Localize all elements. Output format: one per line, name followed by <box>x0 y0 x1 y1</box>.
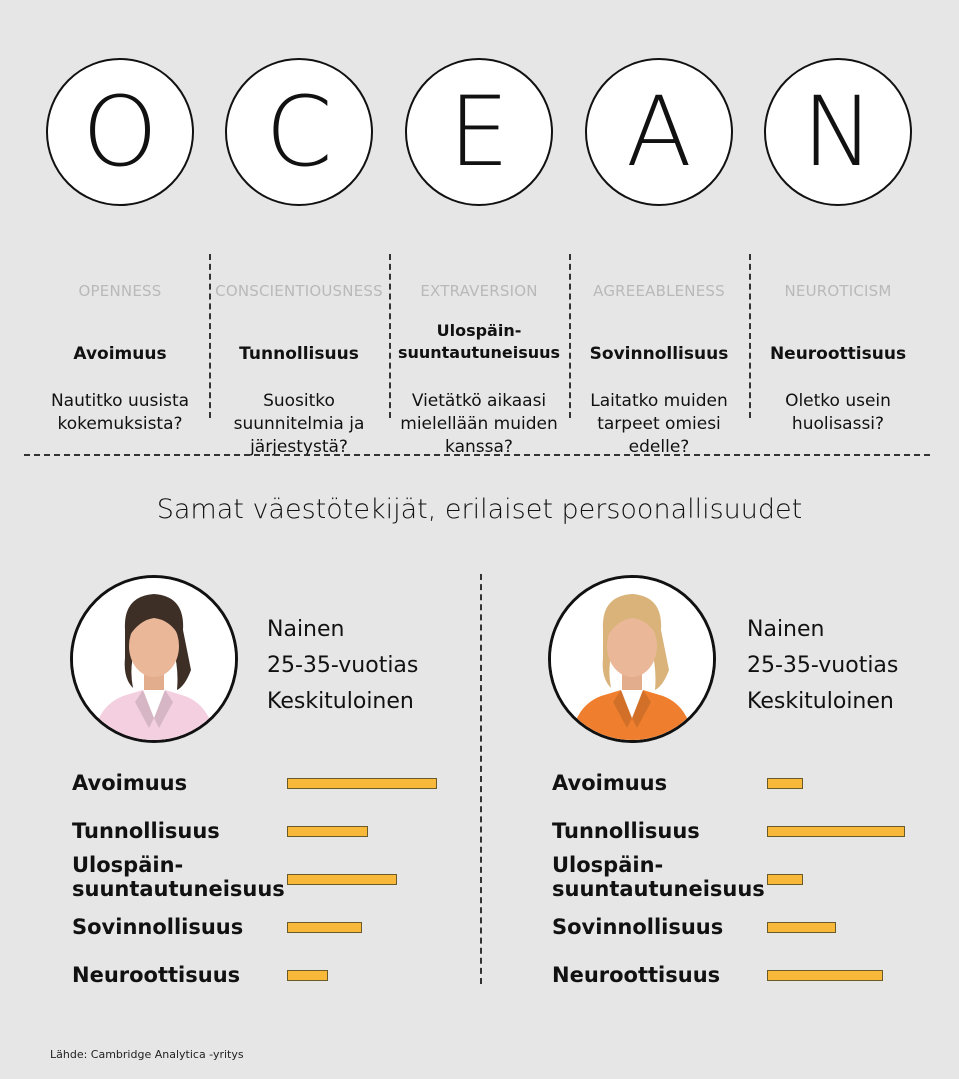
income-label: Keskituloinen <box>267 689 414 714</box>
trait-column-e: E EXTRAVERSION Ulospäin-suuntautuneisuus Vi… <box>390 58 568 457</box>
demographics: Nainen 25-35-vuotias Keskituloinen <box>747 612 898 720</box>
trait-label: Neuroottisuus <box>552 963 721 987</box>
trait-score-bar <box>767 922 836 933</box>
trait-question: Nautitko uusista kokemuksista? <box>50 391 190 434</box>
trait-english-name: CONSCIENTIOUSNESS <box>215 282 383 300</box>
trait-finnish-name: Sovinnollisuus <box>589 344 729 364</box>
trait-score-bar <box>287 970 328 981</box>
trait-column-n: N NEUROTICISM Neuroottisuus Oletko usein hu… <box>749 58 927 434</box>
trait-label: Ulospäin-suuntautuneisuus <box>552 853 765 901</box>
trait-question: Oletko usein huolisassi? <box>785 391 891 434</box>
avatar <box>70 575 238 743</box>
trait-column-o: O OPENNESS Avoimuus Nautitko uusista kokemu… <box>31 58 209 434</box>
horizontal-divider <box>24 454 930 456</box>
trait-label: Avoimuus <box>552 771 668 795</box>
trait-question: Suositko suunnitelmia ja järjestystä? <box>233 391 365 457</box>
trait-question: Laitatko muiden tarpeet omiesi edelle? <box>590 391 728 457</box>
avatar <box>548 575 716 743</box>
trait-score-bar <box>767 826 905 837</box>
letter-circle: O <box>46 58 194 206</box>
trait-english-name: EXTRAVERSION <box>420 282 538 300</box>
trait-score-bar <box>287 922 362 933</box>
age-label: 25-35-vuotias <box>747 653 899 678</box>
column-divider <box>749 254 751 418</box>
trait-finnish-name: Ulospäin-suuntautuneisuus <box>397 321 561 362</box>
person-profile-1: Nainen 25-35-vuotias Keskituloinen Avoimuus… <box>70 0 512 1079</box>
letter-circle: C <box>225 58 373 206</box>
source-note: Lähde: Cambridge Analytica -yritys <box>50 1048 244 1061</box>
trait-score-bar <box>287 874 397 885</box>
trait-english-name: NEUROTICISM <box>784 282 892 300</box>
trait-label: Ulospäin-suuntautuneisuus <box>72 853 285 901</box>
person-profile-2: Nainen 25-35-vuotias Keskituloinen Avoimuus… <box>548 0 959 1079</box>
column-divider <box>209 254 211 418</box>
trait-letter: E <box>448 76 510 188</box>
income-label: Keskituloinen <box>747 689 894 714</box>
trait-question: Vietätkö aikaasi mielellään muiden kanss… <box>400 391 558 457</box>
trait-label: Sovinnollisuus <box>72 915 244 939</box>
trait-letter: O <box>82 76 158 188</box>
trait-finnish-name: Avoimuus <box>73 344 167 364</box>
trait-label: Tunnollisuus <box>72 819 220 843</box>
trait-finnish-name: Neuroottisuus <box>769 344 907 364</box>
trait-column-a: A AGREEABLENESS Sovinnollisuus Laitatko mui… <box>570 58 748 457</box>
letter-circle: A <box>585 58 733 206</box>
trait-label: Avoimuus <box>72 771 188 795</box>
gender-label: Nainen <box>747 617 825 642</box>
trait-letter: N <box>802 76 874 188</box>
gender-label: Nainen <box>267 617 345 642</box>
trait-letter: A <box>626 76 692 188</box>
trait-column-c: C CONSCIENTIOUSNESS Tunnollisuus Suositko s… <box>210 58 388 457</box>
trait-label: Tunnollisuus <box>552 819 700 843</box>
person-illustration <box>551 578 713 740</box>
trait-score-bar <box>287 826 368 837</box>
column-divider <box>569 254 571 418</box>
headline: Samat väestötekijät, erilaiset persoonal… <box>156 494 803 525</box>
trait-label: Neuroottisuus <box>72 963 241 987</box>
trait-finnish-name: Tunnollisuus <box>239 344 359 364</box>
trait-score-bar <box>767 874 803 885</box>
demographics: Nainen 25-35-vuotias Keskituloinen <box>267 612 418 720</box>
trait-english-name: AGREEABLENESS <box>593 282 725 300</box>
column-divider <box>389 254 391 418</box>
trait-score-bar <box>767 970 883 981</box>
trait-score-bar <box>767 778 803 789</box>
trait-score-bar <box>287 778 437 789</box>
letter-circle: N <box>764 58 912 206</box>
trait-label: Sovinnollisuus <box>552 915 724 939</box>
middle-divider <box>480 574 482 984</box>
trait-letter: C <box>265 76 333 188</box>
person-illustration <box>73 578 235 740</box>
trait-english-name: OPENNESS <box>78 282 162 300</box>
letter-circle: E <box>405 58 553 206</box>
age-label: 25-35-vuotias <box>267 653 419 678</box>
